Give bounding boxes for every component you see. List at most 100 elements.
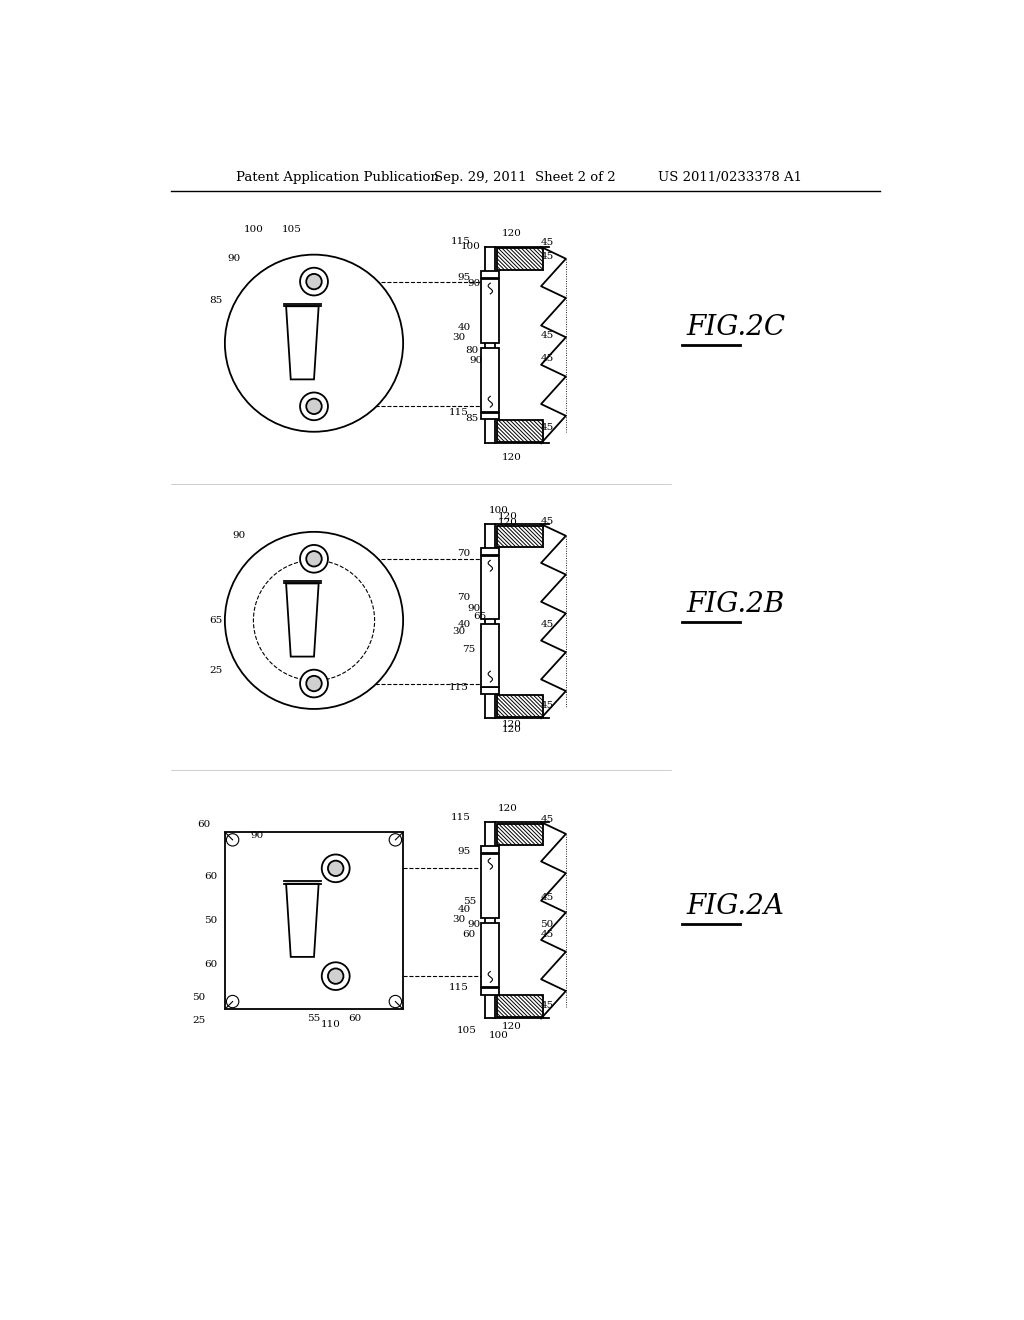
Text: FIG.2C: FIG.2C: [686, 314, 785, 342]
Circle shape: [322, 962, 349, 990]
Text: 45: 45: [541, 424, 554, 433]
Text: 105: 105: [457, 1026, 477, 1035]
Text: 105: 105: [282, 224, 301, 234]
Text: 60: 60: [204, 873, 217, 880]
Text: 120: 120: [502, 725, 521, 734]
Text: 100: 100: [488, 1031, 508, 1040]
Polygon shape: [286, 306, 318, 379]
Circle shape: [225, 532, 403, 709]
Circle shape: [226, 995, 239, 1007]
Text: 120: 120: [498, 804, 518, 813]
Text: 50: 50: [193, 993, 206, 1002]
Text: Sep. 29, 2011  Sheet 2 of 2: Sep. 29, 2011 Sheet 2 of 2: [434, 172, 615, 185]
Bar: [480, 548, 500, 554]
Bar: [480, 413, 500, 420]
Circle shape: [322, 854, 349, 882]
Text: 75: 75: [462, 645, 475, 655]
Text: 45: 45: [541, 620, 554, 628]
Bar: [497, 420, 544, 442]
Text: 65: 65: [209, 616, 222, 624]
Text: 70: 70: [458, 549, 471, 558]
Circle shape: [306, 676, 322, 692]
Text: 90: 90: [467, 920, 480, 929]
Text: 90: 90: [467, 605, 480, 614]
Bar: [497, 248, 544, 271]
Circle shape: [300, 669, 328, 697]
Text: 45: 45: [541, 331, 554, 341]
Text: 25: 25: [193, 1016, 206, 1026]
Text: 45: 45: [541, 1001, 554, 1010]
Text: 115: 115: [450, 682, 469, 692]
Text: 55: 55: [464, 898, 477, 906]
Polygon shape: [286, 884, 318, 957]
Text: 85: 85: [209, 297, 222, 305]
Bar: [480, 557, 500, 619]
Text: 45: 45: [541, 701, 554, 710]
Circle shape: [306, 552, 322, 566]
Text: 65: 65: [473, 612, 486, 620]
Text: 60: 60: [198, 820, 211, 829]
Text: 50: 50: [541, 920, 554, 929]
Text: 90: 90: [470, 355, 483, 364]
Bar: [480, 271, 500, 277]
Text: 115: 115: [451, 813, 471, 822]
Text: 120: 120: [498, 512, 518, 521]
Text: 115: 115: [451, 238, 471, 246]
Circle shape: [328, 969, 343, 983]
Circle shape: [226, 834, 239, 846]
Text: 70: 70: [458, 593, 471, 602]
Polygon shape: [286, 583, 318, 656]
Text: 90: 90: [232, 531, 246, 540]
Text: 45: 45: [541, 238, 554, 247]
Text: 45: 45: [541, 816, 554, 824]
Text: 45: 45: [541, 931, 554, 939]
Text: 110: 110: [322, 1020, 341, 1030]
Bar: [497, 696, 544, 717]
Text: 85: 85: [465, 414, 478, 424]
Text: 40: 40: [458, 620, 471, 628]
Text: 115: 115: [450, 983, 469, 993]
Bar: [225, 832, 403, 1010]
Text: 120: 120: [502, 228, 521, 238]
Text: FIG.2A: FIG.2A: [686, 894, 784, 920]
Bar: [497, 824, 544, 845]
Circle shape: [328, 861, 343, 876]
Text: US 2011/0233378 A1: US 2011/0233378 A1: [658, 172, 802, 185]
Circle shape: [253, 560, 375, 681]
Text: 95: 95: [458, 847, 471, 855]
Circle shape: [389, 995, 401, 1007]
Text: 30: 30: [452, 333, 465, 342]
Text: 90: 90: [227, 253, 241, 263]
Text: FIG.2B: FIG.2B: [686, 591, 784, 619]
Text: 120: 120: [502, 1022, 521, 1031]
Text: 45: 45: [541, 252, 554, 260]
Text: 95: 95: [458, 273, 471, 282]
Bar: [480, 854, 500, 917]
Bar: [480, 924, 500, 987]
Text: 45: 45: [541, 354, 554, 363]
Circle shape: [300, 392, 328, 420]
Text: 50: 50: [204, 916, 217, 925]
Bar: [480, 846, 500, 853]
Circle shape: [300, 545, 328, 573]
Text: 30: 30: [452, 915, 465, 924]
Circle shape: [389, 834, 401, 846]
Text: 90: 90: [251, 832, 263, 841]
Text: Patent Application Publication: Patent Application Publication: [237, 172, 439, 185]
Text: 60: 60: [348, 1014, 361, 1023]
Circle shape: [306, 399, 322, 414]
Text: 120: 120: [498, 519, 518, 527]
Text: 60: 60: [204, 961, 217, 969]
Bar: [497, 995, 544, 1016]
Text: 25: 25: [209, 667, 222, 675]
Bar: [497, 525, 544, 548]
Bar: [480, 987, 500, 995]
Circle shape: [306, 275, 322, 289]
Text: 100: 100: [244, 224, 263, 234]
Text: 100: 100: [488, 506, 508, 515]
Text: 60: 60: [462, 931, 475, 939]
Text: 90: 90: [467, 280, 480, 288]
Circle shape: [225, 255, 403, 432]
Text: 100: 100: [461, 243, 480, 251]
Bar: [480, 688, 500, 694]
